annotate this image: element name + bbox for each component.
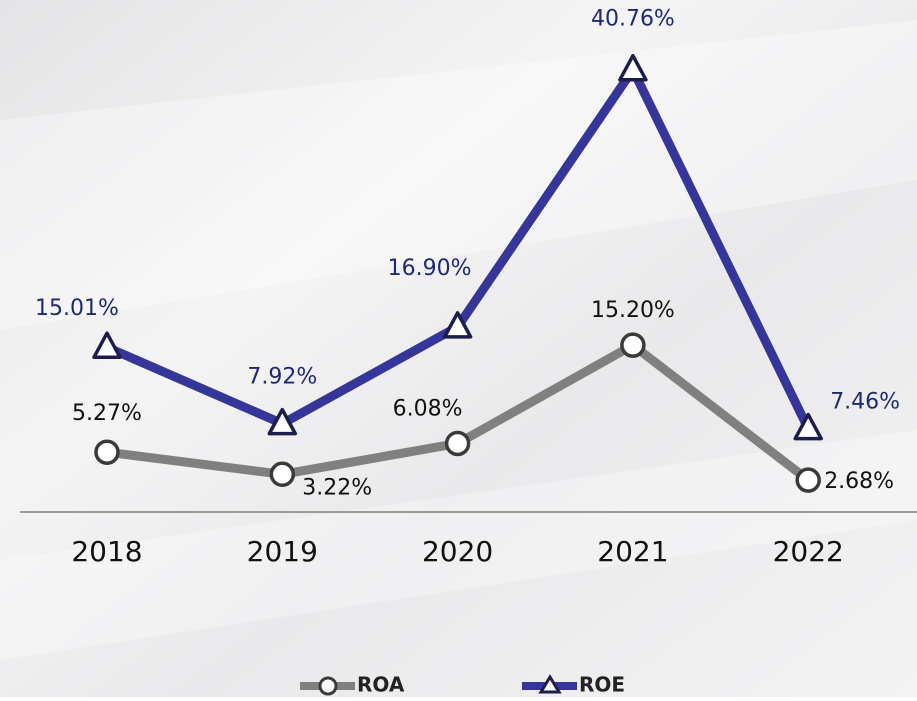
data-point [444, 430, 471, 457]
data-label: 15.20% [591, 298, 675, 323]
data-point [269, 461, 296, 488]
data-label: 40.76% [591, 7, 675, 32]
data-label: 6.08% [393, 396, 463, 421]
legend-marker [538, 674, 562, 694]
data-point [267, 407, 298, 436]
data-point [793, 412, 823, 441]
legend-marker [318, 676, 338, 696]
x-tick-label: 2022 [773, 535, 844, 568]
data-point [795, 467, 821, 493]
legend-label: ROE [579, 673, 625, 697]
data-label: 7.92% [247, 365, 317, 390]
background-streak [0, 20, 917, 330]
data-label: 5.27% [72, 401, 142, 426]
data-point [618, 53, 648, 82]
x-tick-label: 2020 [422, 535, 493, 568]
data-label: 3.22% [302, 475, 372, 500]
legend-label: ROA [357, 673, 405, 697]
data-point [442, 311, 473, 339]
data-point [92, 331, 122, 359]
background-streak [0, 430, 917, 660]
x-tick-label: 2018 [71, 535, 142, 568]
x-tick-label: 2021 [597, 535, 668, 568]
data-label: 15.01% [35, 296, 119, 321]
x-tick-label: 2019 [247, 535, 318, 568]
data-label: 2.68% [824, 469, 894, 494]
data-point [620, 332, 646, 358]
data-label: 7.46% [830, 390, 900, 415]
data-point [94, 439, 120, 465]
data-label: 16.90% [388, 256, 472, 281]
